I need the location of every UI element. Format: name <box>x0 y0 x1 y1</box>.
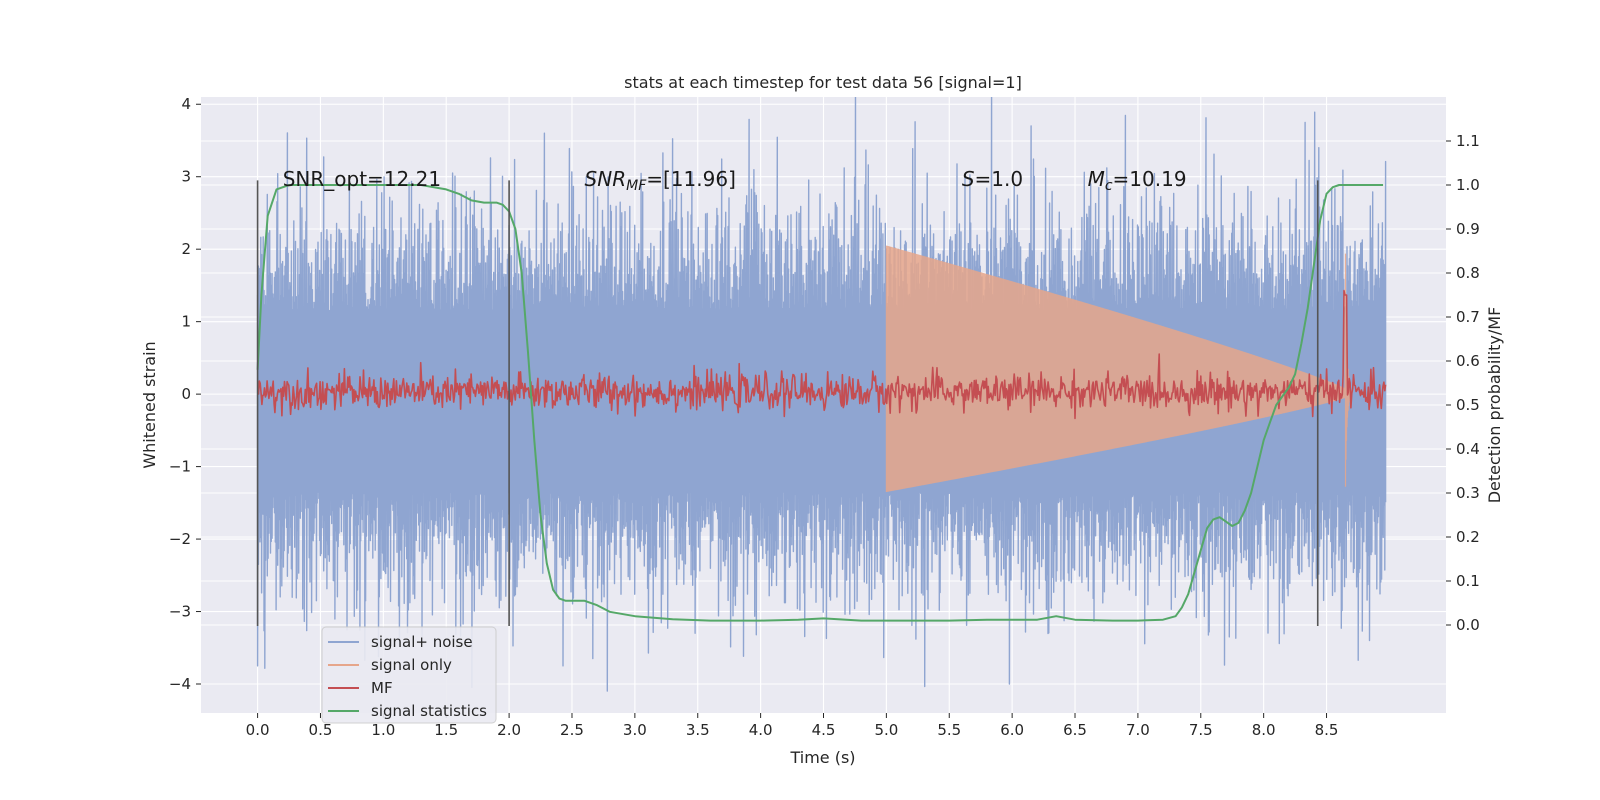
legend-label-2: MF <box>371 679 393 697</box>
x-tick-label: 5.5 <box>937 721 961 739</box>
y-right-tick-label: 0.3 <box>1456 484 1480 502</box>
series-mf <box>256 289 1387 420</box>
y-tick-label: −4 <box>169 675 191 693</box>
y-right-tick-label: 0.0 <box>1456 616 1480 634</box>
chart-title: stats at each timestep for test data 56 … <box>624 73 1022 92</box>
y-tick-label: −2 <box>169 530 191 548</box>
y-tick-label: −1 <box>169 458 191 476</box>
x-tick-label: 0.0 <box>246 721 270 739</box>
vertical-markers <box>256 180 1319 627</box>
x-tick-label: 0.5 <box>309 721 333 739</box>
x-tick-label: 6.5 <box>1063 721 1087 739</box>
y-right-tick-label: 0.5 <box>1456 396 1480 414</box>
x-tick-label: 8.5 <box>1315 721 1339 739</box>
annotations: SNR_opt=12.21 SNRMF=[11.96] S=1.0 Mc=10.19 <box>283 167 1187 194</box>
legend: signal+ noise signal only MF signal statist… <box>321 626 497 724</box>
x-tick-label: 4.0 <box>749 721 773 739</box>
x-tick-label: 1.0 <box>371 721 395 739</box>
axis-ticks: 0.0 0.5 1.0 1.5 2.0 2.5 3.0 3.5 4.0 4.5 5.0 5.5 6.0 6… <box>169 95 1480 739</box>
series-signal-statistics <box>256 184 1384 622</box>
annotation-snr-mf: SNRMF=[11.96] <box>585 167 736 194</box>
x-tick-label: 2.0 <box>497 721 521 739</box>
y-right-tick-label: 0.7 <box>1456 308 1480 326</box>
y-right-tick-label: 0.2 <box>1456 528 1480 546</box>
x-tick-label: 1.5 <box>434 721 458 739</box>
y-tick-label: 1 <box>181 313 191 331</box>
annotation-mc-value: Mc=10.19 <box>1088 167 1187 194</box>
y-tick-label: 4 <box>181 95 191 113</box>
y-tick-label: 3 <box>181 168 191 186</box>
legend-label-0: signal+ noise <box>371 633 473 651</box>
y-right-axis-label: Detection probability/MF <box>1485 307 1504 504</box>
series-signal-only <box>885 245 1353 493</box>
y-right-tick-label: 0.6 <box>1456 352 1480 370</box>
y-tick-label: −3 <box>169 603 191 621</box>
x-tick-label: 4.5 <box>812 721 836 739</box>
y-tick-label: 0 <box>181 385 191 403</box>
annotation-s-value: S=1.0 <box>962 167 1023 191</box>
x-tick-label: 7.5 <box>1189 721 1213 739</box>
x-tick-label: 3.0 <box>623 721 647 739</box>
y-tick-label: 2 <box>181 240 191 258</box>
x-tick-label: 7.0 <box>1126 721 1150 739</box>
x-tick-label: 3.5 <box>686 721 710 739</box>
x-tick-label: 2.5 <box>560 721 584 739</box>
legend-label-1: signal only <box>371 656 452 674</box>
annotation-snr-opt: SNR_opt=12.21 <box>283 167 441 191</box>
x-tick-label: 8.0 <box>1252 721 1276 739</box>
series-layer <box>256 97 1387 692</box>
y-right-tick-label: 0.4 <box>1456 440 1480 458</box>
y-right-tick-label: 0.9 <box>1456 220 1480 238</box>
series-signal-noise <box>256 97 1387 692</box>
y-right-tick-label: 0.8 <box>1456 264 1480 282</box>
legend-box <box>321 626 497 724</box>
y-right-tick-label: 0.1 <box>1456 572 1480 590</box>
y-right-tick-label: 1.1 <box>1456 132 1480 150</box>
legend-label-3: signal statistics <box>371 702 487 720</box>
x-tick-label: 6.0 <box>1000 721 1024 739</box>
x-tick-label: 5.0 <box>874 721 898 739</box>
x-axis-label: Time (s) <box>789 748 855 767</box>
y-axis-label: Whitened strain <box>140 341 159 468</box>
y-right-tick-label: 1.0 <box>1456 176 1480 194</box>
